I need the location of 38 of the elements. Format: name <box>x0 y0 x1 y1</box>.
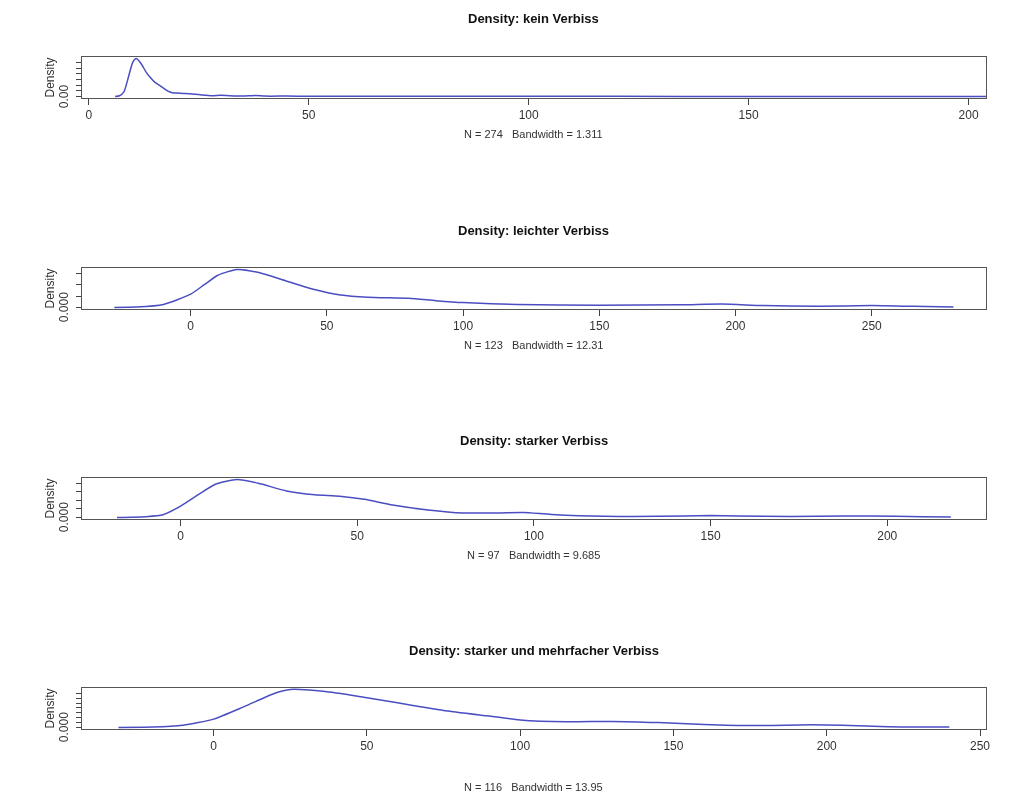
x-axis-title: N = 116 Bandwidth = 13.95 <box>464 781 603 793</box>
y-axis-title: Density <box>42 57 57 98</box>
x-tick-label: 50 <box>350 529 365 544</box>
x-tick-label: 200 <box>816 739 838 754</box>
x-tick-label: 150 <box>738 108 759 123</box>
x-tick-label: 150 <box>700 529 721 544</box>
text: 0.000 <box>57 291 72 323</box>
x-axis-title: N = 97 Bandwidth = 9.685 <box>467 549 601 561</box>
y-axis-title: Density <box>42 688 57 729</box>
x-tick-label: 50 <box>302 108 316 123</box>
x-tick-label: 200 <box>725 319 746 334</box>
x-tick-label: 50 <box>360 739 374 754</box>
x-tick-label: 100 <box>510 739 531 754</box>
x-tick-label: 100 <box>453 319 474 334</box>
x-tick-label: 0 <box>177 529 185 544</box>
chart-title: Density: leichter Verbiss <box>458 223 610 238</box>
y-axis-title: Density <box>42 478 57 519</box>
chart-title: Density: starker Verbiss <box>460 433 609 448</box>
text: 0.000 <box>57 501 72 533</box>
x-tick-label: 250 <box>970 739 991 754</box>
x-tick-label: 150 <box>589 319 610 334</box>
x-tick-label: 250 <box>861 319 883 334</box>
text: 0.00 <box>57 84 72 109</box>
x-tick-label: 100 <box>523 529 545 544</box>
x-tick-label: 100 <box>518 108 539 123</box>
text: 0.000 <box>57 711 72 743</box>
chart-title: Density: kein Verbiss <box>468 11 599 26</box>
chart-title: Density: starker und mehrfacher Verbiss <box>409 643 659 658</box>
x-tick-label: 200 <box>958 108 979 123</box>
x-axis-title: N = 274 Bandwidth = 1.311 <box>464 128 603 140</box>
y-axis-title: Density <box>42 268 57 309</box>
x-tick-label: 200 <box>877 529 898 544</box>
x-tick-label: 0 <box>187 319 195 334</box>
x-tick-label: 50 <box>320 319 334 334</box>
x-tick-label: 0 <box>210 739 218 754</box>
x-tick-label: 0 <box>85 108 93 123</box>
x-tick-label: 150 <box>663 739 684 754</box>
x-axis-title: N = 123 Bandwidth = 12.31 <box>464 339 604 351</box>
